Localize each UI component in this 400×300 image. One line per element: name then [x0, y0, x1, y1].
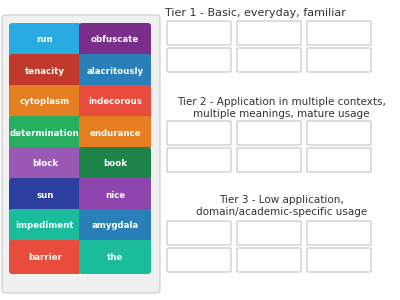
FancyBboxPatch shape [307, 48, 371, 72]
Text: Tier 3 - Low application,: Tier 3 - Low application, [219, 195, 344, 205]
Text: nice: nice [105, 190, 125, 200]
FancyBboxPatch shape [237, 121, 301, 145]
FancyBboxPatch shape [167, 248, 231, 272]
FancyBboxPatch shape [2, 15, 160, 293]
FancyBboxPatch shape [79, 178, 151, 212]
FancyBboxPatch shape [9, 178, 81, 212]
Text: cytoplasm: cytoplasm [20, 98, 70, 106]
FancyBboxPatch shape [167, 121, 231, 145]
Text: amygdala: amygdala [92, 221, 138, 230]
Text: barrier: barrier [28, 253, 62, 262]
FancyBboxPatch shape [9, 54, 81, 88]
FancyBboxPatch shape [79, 85, 151, 119]
FancyBboxPatch shape [307, 121, 371, 145]
Text: book: book [103, 160, 127, 169]
Text: determination: determination [10, 128, 80, 137]
Text: endurance: endurance [89, 128, 141, 137]
Text: obfuscate: obfuscate [91, 35, 139, 44]
FancyBboxPatch shape [9, 85, 81, 119]
Text: run: run [37, 35, 53, 44]
FancyBboxPatch shape [237, 48, 301, 72]
FancyBboxPatch shape [237, 21, 301, 45]
Text: alacritously: alacritously [86, 67, 144, 76]
Text: sun: sun [36, 190, 54, 200]
FancyBboxPatch shape [167, 148, 231, 172]
Text: the: the [107, 253, 123, 262]
Text: impediment: impediment [16, 221, 74, 230]
FancyBboxPatch shape [167, 21, 231, 45]
FancyBboxPatch shape [79, 147, 151, 181]
FancyBboxPatch shape [9, 209, 81, 243]
FancyBboxPatch shape [307, 21, 371, 45]
FancyBboxPatch shape [307, 148, 371, 172]
FancyBboxPatch shape [167, 221, 231, 245]
FancyBboxPatch shape [167, 48, 231, 72]
FancyBboxPatch shape [79, 116, 151, 150]
FancyBboxPatch shape [9, 23, 81, 57]
FancyBboxPatch shape [9, 147, 81, 181]
FancyBboxPatch shape [237, 221, 301, 245]
Text: domain/academic-specific usage: domain/academic-specific usage [196, 207, 367, 217]
FancyBboxPatch shape [237, 248, 301, 272]
FancyBboxPatch shape [79, 54, 151, 88]
Text: Tier 2 - Application in multiple contexts,: Tier 2 - Application in multiple context… [177, 97, 386, 107]
FancyBboxPatch shape [9, 116, 81, 150]
FancyBboxPatch shape [79, 209, 151, 243]
Text: Tier 1 - Basic, everyday, familiar: Tier 1 - Basic, everyday, familiar [165, 8, 346, 18]
FancyBboxPatch shape [307, 248, 371, 272]
Text: tenacity: tenacity [25, 67, 65, 76]
FancyBboxPatch shape [79, 23, 151, 57]
FancyBboxPatch shape [79, 240, 151, 274]
Text: multiple meanings, mature usage: multiple meanings, mature usage [193, 109, 370, 119]
FancyBboxPatch shape [9, 240, 81, 274]
Text: block: block [32, 160, 58, 169]
FancyBboxPatch shape [307, 221, 371, 245]
FancyBboxPatch shape [237, 148, 301, 172]
Text: indecorous: indecorous [88, 98, 142, 106]
